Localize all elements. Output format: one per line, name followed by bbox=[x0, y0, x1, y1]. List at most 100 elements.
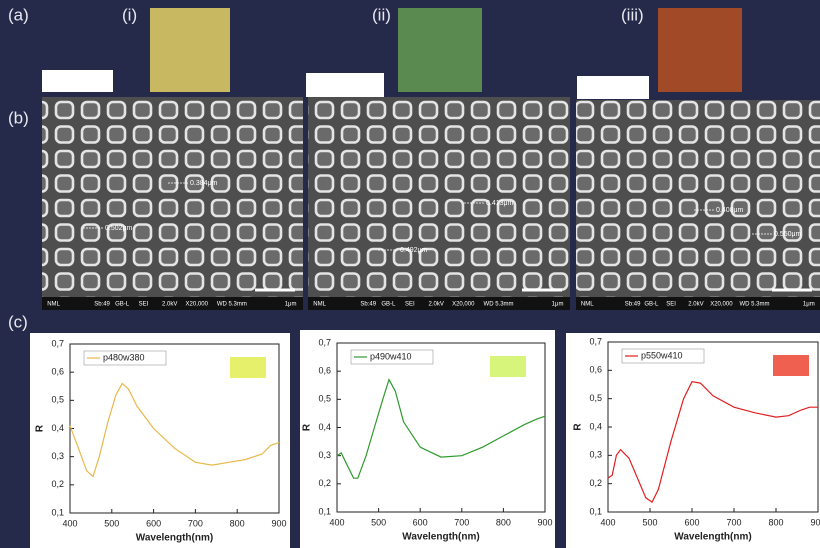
x-tick-label: 700 bbox=[188, 518, 203, 528]
sample-photo bbox=[150, 8, 230, 92]
x-tick-label: 900 bbox=[810, 517, 820, 527]
sem-info-bar bbox=[576, 297, 820, 310]
y-axis-title: R bbox=[35, 424, 46, 432]
panel-label: (i) bbox=[122, 5, 137, 24]
y-tick-label: 0,7 bbox=[51, 338, 64, 348]
sem-info: GB-L bbox=[644, 302, 659, 308]
sem-info: 1μm bbox=[285, 302, 297, 308]
y-tick-label: 0,3 bbox=[51, 451, 64, 461]
panel-label: (a) bbox=[8, 5, 29, 24]
panel-label: (c) bbox=[8, 312, 28, 331]
x-tick-label: 600 bbox=[684, 517, 699, 527]
sem-info: Sb:49 bbox=[625, 302, 641, 308]
data-line bbox=[336, 378, 546, 479]
measurement: 0.384μm bbox=[190, 180, 218, 187]
x-tick-label: 600 bbox=[413, 517, 428, 527]
sem-info: X20,000 bbox=[710, 302, 733, 308]
y-tick-label: 0,1 bbox=[51, 507, 64, 517]
x-tick-label: 800 bbox=[496, 517, 511, 527]
measurement: 0.492μm bbox=[400, 247, 428, 254]
y-tick-label: 0,5 bbox=[589, 393, 602, 403]
x-tick-label: 400 bbox=[600, 517, 615, 527]
y-tick-label: 0,1 bbox=[589, 506, 602, 516]
y-tick-label: 0,4 bbox=[51, 423, 64, 433]
sem-image bbox=[576, 100, 820, 310]
y-tick-label: 0,5 bbox=[51, 395, 64, 405]
sem-info: X20,000 bbox=[186, 302, 209, 308]
y-tick-label: 0,7 bbox=[589, 336, 602, 346]
sem-info: 2.0kV bbox=[429, 302, 444, 308]
legend-box bbox=[621, 348, 705, 364]
y-tick-label: 0,4 bbox=[589, 421, 602, 431]
sem-info-bar bbox=[42, 297, 303, 310]
sem-info: GB-L bbox=[381, 302, 396, 308]
color-swatch bbox=[773, 355, 809, 376]
x-tick-label: 500 bbox=[642, 517, 657, 527]
sample-photo bbox=[398, 8, 482, 92]
sem-info: 2.0kV bbox=[162, 302, 177, 308]
y-tick-label: 0,4 bbox=[318, 422, 331, 432]
x-tick-label: 900 bbox=[537, 517, 552, 527]
y-tick-label: 0,2 bbox=[589, 478, 602, 488]
measurement: 0.408μm bbox=[716, 207, 744, 214]
x-tick-label: 900 bbox=[271, 518, 286, 528]
label-box bbox=[577, 76, 649, 99]
y-tick-label: 0,7 bbox=[318, 337, 331, 347]
x-tick-label: 700 bbox=[726, 517, 741, 527]
panel-label: (iii) bbox=[621, 5, 644, 24]
sem-info: NML bbox=[47, 302, 60, 308]
y-tick-label: 0,3 bbox=[589, 450, 602, 460]
measurement: 0.502μm bbox=[105, 225, 133, 232]
sem-info: GB-L bbox=[115, 302, 130, 308]
x-axis-title: Wavelength(nm) bbox=[136, 533, 213, 544]
legend-label: p550w410 bbox=[641, 350, 683, 360]
sem-image bbox=[42, 97, 303, 310]
x-tick-label: 400 bbox=[62, 518, 77, 528]
legend-label: p490w410 bbox=[370, 351, 412, 361]
color-swatch bbox=[490, 356, 526, 377]
measurement: 0.413μm bbox=[486, 200, 514, 207]
sem-info: SEI bbox=[139, 302, 149, 308]
y-tick-label: 0,6 bbox=[589, 365, 602, 375]
sem-info-bar bbox=[308, 297, 570, 310]
sem-info: NML bbox=[313, 302, 326, 308]
sample-photo bbox=[658, 8, 742, 92]
sem-info: 1μm bbox=[803, 302, 815, 308]
y-axis-title: R bbox=[573, 423, 584, 431]
y-axis-title: R bbox=[302, 423, 313, 431]
legend-label: p480w380 bbox=[103, 352, 145, 362]
y-tick-label: 0,6 bbox=[51, 367, 64, 377]
sem-info: 2.0kV bbox=[688, 302, 703, 308]
panel-label: (b) bbox=[8, 108, 29, 127]
x-tick-label: 500 bbox=[104, 518, 119, 528]
sem-info: SEI bbox=[405, 302, 415, 308]
x-tick-label: 400 bbox=[329, 517, 344, 527]
y-tick-label: 0,2 bbox=[51, 479, 64, 489]
label-box bbox=[42, 70, 113, 92]
legend-box bbox=[83, 350, 167, 366]
x-tick-label: 700 bbox=[454, 517, 469, 527]
x-tick-label: 500 bbox=[371, 517, 386, 527]
y-tick-label: 0,5 bbox=[318, 394, 331, 404]
panel-label: (ii) bbox=[372, 5, 391, 24]
data-line bbox=[607, 381, 818, 503]
sem-info: WD 5.3mm bbox=[739, 302, 769, 308]
x-tick-label: 800 bbox=[768, 517, 783, 527]
sem-info: 1μm bbox=[552, 302, 564, 308]
sem-info: X20,000 bbox=[452, 302, 475, 308]
x-axis-title: Wavelength(nm) bbox=[402, 532, 479, 543]
sem-info: NML bbox=[581, 302, 594, 308]
y-tick-label: 0,6 bbox=[318, 366, 331, 376]
y-tick-label: 0,1 bbox=[318, 506, 331, 516]
sem-info: WD 5.3mm bbox=[484, 302, 514, 308]
data-line bbox=[69, 382, 280, 478]
measurement: 0.550μm bbox=[774, 231, 802, 238]
sem-info: Sb:49 bbox=[360, 302, 376, 308]
x-tick-label: 800 bbox=[230, 518, 245, 528]
sem-info: Sb:49 bbox=[94, 302, 110, 308]
sem-image bbox=[308, 97, 570, 310]
x-tick-label: 600 bbox=[146, 518, 161, 528]
x-axis-title: Wavelength(nm) bbox=[674, 532, 751, 543]
y-tick-label: 0,3 bbox=[318, 450, 331, 460]
sem-info: SEI bbox=[666, 302, 676, 308]
